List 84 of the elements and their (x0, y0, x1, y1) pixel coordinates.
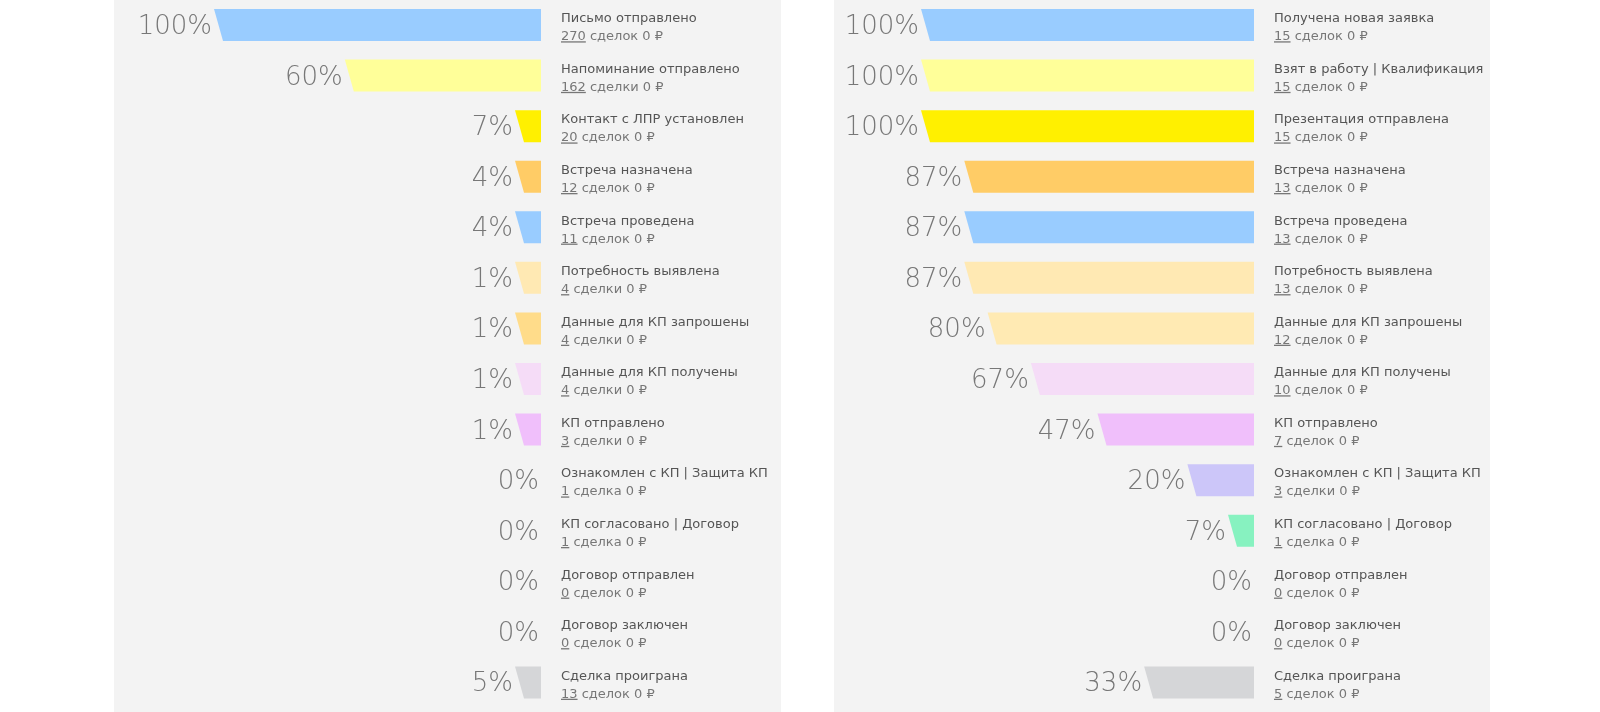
data-label: 0% (497, 515, 539, 546)
text: 13 сделок 0 ₽ (1274, 281, 1368, 297)
text: 3 сделки 0 ₽ (1274, 483, 1360, 499)
data-label: 87% (904, 161, 963, 192)
category-label: Сделка проиграна (561, 667, 688, 683)
text: 15 сделок 0 ₽ (1274, 28, 1368, 44)
data-label: 7% (1184, 515, 1226, 546)
text: 10 сделок 0 ₽ (1274, 382, 1368, 398)
data-label: 100% (844, 10, 919, 40)
data-label: 87% (904, 262, 963, 293)
data-label: 1% (471, 364, 513, 394)
data-label: 0% (1210, 566, 1252, 597)
category-label: Данные для КП получены (1274, 364, 1451, 380)
category-label: Потребность выявлена (561, 263, 720, 279)
data-label: 0% (497, 566, 539, 597)
category-label: Ознакомлен с КП | Защита КП (561, 465, 768, 481)
text: 0 сделок 0 ₽ (1274, 635, 1360, 651)
text: 7 сделок 0 ₽ (1274, 432, 1360, 448)
data-label: 100% (844, 60, 919, 91)
text: 3 сделки 0 ₽ (561, 432, 647, 448)
data-label: 67% (971, 364, 1029, 394)
category-label: Встреча назначена (561, 162, 693, 177)
data-label: 80% (927, 313, 986, 344)
category-label: Данные для КП запрошены (561, 313, 750, 329)
data-label: 0% (497, 465, 539, 496)
category-label: Договор заключен (1274, 617, 1402, 633)
category-label: Сделка проиграна (1274, 667, 1401, 683)
category-label: Контакт с ЛПР установлен (561, 111, 744, 127)
category-label: Напоминание отправлено (561, 60, 740, 76)
text: 5 сделок 0 ₽ (1274, 685, 1360, 701)
data-label: 0% (497, 616, 539, 647)
text: 1 сделка 0 ₽ (561, 534, 647, 549)
category-label: КП согласовано | Договор (1274, 516, 1452, 531)
data-label: 1% (471, 313, 513, 344)
category-label: Взят в работу | Квалификация (1274, 60, 1484, 76)
text: 20 сделок 0 ₽ (561, 129, 655, 145)
category-label: Данные для КП запрошены (1274, 313, 1463, 329)
category-label: Получена новая заявка (1274, 10, 1435, 26)
category-label: Договор отправлен (1274, 566, 1408, 582)
text: 15 сделок 0 ₽ (1274, 129, 1368, 145)
data-label: 4% (471, 212, 513, 243)
category-label: КП согласовано | Договор (561, 516, 739, 531)
text: 0 сделок 0 ₽ (561, 635, 647, 651)
data-label: 47% (1037, 414, 1096, 445)
data-label: 5% (471, 667, 513, 698)
category-label: Встреча проведена (561, 212, 695, 228)
data-label: 33% (1084, 667, 1143, 698)
category-label: Договор отправлен (561, 566, 695, 582)
data-label: 0% (1210, 616, 1252, 647)
category-label: Ознакомлен с КП | Защита КП (1274, 465, 1481, 481)
data-label: 1% (471, 414, 513, 445)
text: 0 сделок 0 ₽ (561, 584, 647, 600)
category-label: КП отправлено (1274, 414, 1378, 430)
data-label: 100% (844, 111, 919, 142)
category-label: Встреча проведена (1274, 212, 1408, 228)
text: 4 сделки 0 ₽ (561, 331, 647, 347)
text: 1 сделка 0 ₽ (1274, 534, 1360, 549)
text: 13 сделок 0 ₽ (561, 685, 655, 701)
category-label: Потребность выявлена (1274, 263, 1433, 279)
text: 4 сделки 0 ₽ (561, 281, 647, 297)
category-label: Письмо отправлено (561, 10, 697, 26)
text: 162 сделки 0 ₽ (561, 78, 664, 94)
category-label: Договор заключен (561, 617, 689, 633)
data-label: 4% (471, 161, 513, 192)
text: 13 сделок 0 ₽ (1274, 180, 1368, 195)
data-label: 20% (1127, 465, 1186, 496)
text: 12 сделок 0 ₽ (1274, 331, 1368, 347)
text: 4 сделки 0 ₽ (561, 382, 647, 398)
text: 15 сделок 0 ₽ (1274, 78, 1368, 94)
text: 0 сделок 0 ₽ (1274, 584, 1360, 600)
data-label: 100% (137, 10, 212, 40)
category-label: Встреча назначена (1274, 162, 1406, 177)
data-label: 7% (471, 111, 513, 142)
text: 13 сделок 0 ₽ (1274, 230, 1368, 246)
category-label: Данные для КП получены (561, 364, 738, 380)
text: 11 сделок 0 ₽ (561, 230, 655, 246)
text: 1 сделка 0 ₽ (561, 483, 647, 499)
category-label: Презентация отправлена (1274, 111, 1449, 127)
data-label: 87% (904, 212, 963, 243)
text: 12 сделок 0 ₽ (561, 180, 655, 195)
data-label: 1% (471, 262, 513, 293)
text: 270 сделок 0 ₽ (561, 28, 664, 44)
data-label: 60% (285, 60, 343, 91)
category-label: КП отправлено (561, 414, 665, 430)
